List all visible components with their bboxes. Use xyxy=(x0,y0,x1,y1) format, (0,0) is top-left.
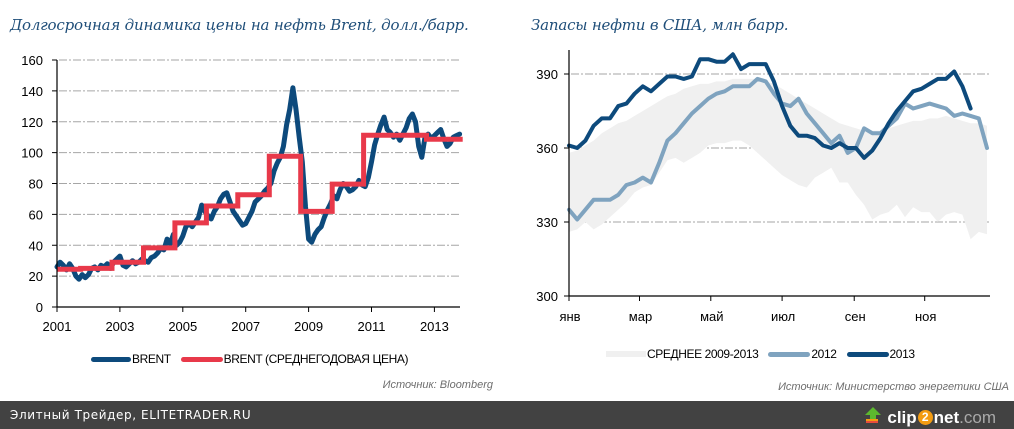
y-tick-label: 390 xyxy=(536,67,558,82)
y-tick-label: 120 xyxy=(21,115,43,130)
y-tick-label: 300 xyxy=(536,289,558,304)
y-tick-label: 140 xyxy=(21,84,43,99)
charts-canvas: 0 20 40 60 80 100 120 140 160 2001 2003 2005 2007 200… xyxy=(21,50,990,334)
y-tick-label: 60 xyxy=(29,207,43,222)
y-tick-label: 20 xyxy=(29,269,43,284)
legend-swatch-brent-avg xyxy=(180,356,223,362)
left-source: Источник: Bloomberg xyxy=(382,379,493,391)
series-brent-avg-line xyxy=(57,132,463,272)
x-tick-label: 2005 xyxy=(168,319,197,334)
logo-text-2: 2 xyxy=(917,410,933,425)
x-tick-label: 2003 xyxy=(105,319,134,334)
x-tick-label: 2007 xyxy=(231,319,260,334)
y-tick-label: 40 xyxy=(29,238,43,253)
legend-item-brent-avg: BRENT (СРЕДНЕГОДОВАЯ ЦЕНА) xyxy=(180,352,409,366)
y-tick-label: 160 xyxy=(21,53,43,68)
logo-text-net: net xyxy=(933,407,960,427)
left-grid xyxy=(59,59,460,277)
left-series xyxy=(54,85,463,282)
footer-bar: Элитный Трейдер, ELITETRADER.RU clip 2 n… xyxy=(0,401,1014,429)
x-tick-label: 2013 xyxy=(420,319,449,334)
legend-label-avg: СРЕДНЕЕ 2009-2013 xyxy=(647,347,759,361)
legend-swatch-avg xyxy=(606,351,646,357)
legend-label-2012: 2012 xyxy=(811,347,837,361)
x-tick-label: июл xyxy=(771,309,795,324)
y-tick-label: 360 xyxy=(536,141,558,156)
left-chart-title: Долгосрочная динамика цены на нефть Bren… xyxy=(10,16,469,34)
x-tick-label: ноя xyxy=(915,309,936,324)
y-tick-label: 80 xyxy=(29,177,43,192)
legend-item-2013: 2013 xyxy=(846,347,916,361)
left-legend: BRENT BRENT (СРЕДНЕГОДОВАЯ ЦЕНА) xyxy=(91,352,418,366)
y-tick-label: 330 xyxy=(536,215,558,230)
series-avg-band xyxy=(569,78,987,240)
footer-site-label: Элитный Трейдер, ELITETRADER.RU xyxy=(10,408,252,422)
right-legend: СРЕДНЕЕ 2009-2013 2012 2013 xyxy=(606,347,925,361)
y-tick-label: 100 xyxy=(21,146,43,161)
right-chart-title: Запасы нефти в США, млн барр. xyxy=(531,16,789,34)
logo-text-clip: clip xyxy=(887,407,917,427)
legend-swatch-2013 xyxy=(846,351,889,357)
legend-item-brent: BRENT xyxy=(91,352,171,366)
clip2net-logo[interactable]: clip 2 net .com xyxy=(864,406,996,429)
x-tick-label: 2009 xyxy=(294,319,323,334)
up-arrow-icon xyxy=(864,406,882,429)
logo-text-com: .com xyxy=(959,407,996,427)
x-tick-label: янв xyxy=(559,309,580,324)
right-source: Источник: Министерство энергетики США xyxy=(778,381,1009,393)
legend-label-brent-avg: BRENT (СРЕДНЕГОДОВАЯ ЦЕНА) xyxy=(223,352,409,366)
y-tick-label: 0 xyxy=(36,300,43,315)
legend-label-brent: BRENT xyxy=(132,352,171,366)
x-tick-label: сен xyxy=(845,309,866,324)
legend-swatch-brent xyxy=(91,356,131,362)
left-axes: 0 20 40 60 80 100 120 140 160 2001 2003 2005 2007 200… xyxy=(21,53,460,334)
legend-item-avg: СРЕДНЕЕ 2009-2013 xyxy=(606,347,759,361)
legend-swatch-2012 xyxy=(768,351,811,357)
series-2013-line xyxy=(567,52,973,160)
x-tick-label: 2011 xyxy=(358,319,386,334)
legend-label-2013: 2013 xyxy=(889,347,916,361)
legend-item-2012: 2012 xyxy=(768,347,837,361)
right-axes: 300 330 360 390 янв мар май июл сен ноя xyxy=(536,50,990,324)
x-tick-label: май xyxy=(700,309,723,324)
x-tick-label: 2001 xyxy=(43,319,72,334)
right-series xyxy=(567,52,989,240)
x-tick-label: мар xyxy=(629,309,652,324)
